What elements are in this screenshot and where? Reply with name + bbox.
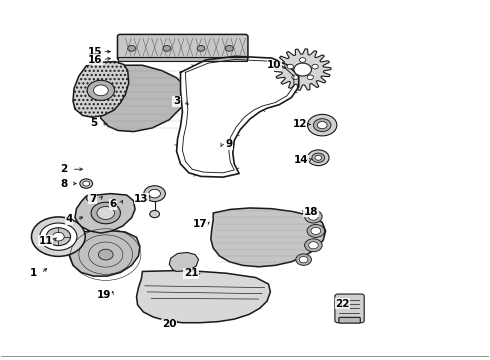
Polygon shape (169, 252, 198, 271)
Circle shape (305, 239, 322, 252)
Circle shape (163, 45, 171, 51)
Circle shape (52, 232, 64, 241)
Circle shape (309, 213, 318, 220)
FancyBboxPatch shape (339, 318, 360, 323)
Circle shape (149, 189, 160, 198)
Circle shape (314, 119, 331, 132)
Polygon shape (176, 56, 299, 177)
Text: 7: 7 (89, 194, 96, 204)
Text: 17: 17 (193, 219, 207, 229)
Circle shape (91, 202, 121, 224)
Circle shape (94, 85, 108, 96)
Text: 22: 22 (336, 299, 350, 309)
Circle shape (307, 75, 314, 80)
Text: 6: 6 (109, 199, 117, 210)
Circle shape (294, 63, 312, 76)
Circle shape (97, 207, 115, 220)
Circle shape (225, 45, 233, 51)
Circle shape (307, 225, 325, 237)
Text: 19: 19 (97, 291, 111, 301)
FancyBboxPatch shape (118, 35, 248, 60)
Polygon shape (73, 62, 129, 117)
Circle shape (311, 228, 320, 234)
Polygon shape (98, 65, 186, 132)
Circle shape (299, 58, 306, 62)
Circle shape (315, 155, 322, 160)
Text: 16: 16 (88, 54, 102, 64)
Text: 21: 21 (184, 268, 198, 278)
Circle shape (197, 45, 205, 51)
Circle shape (128, 45, 136, 51)
Polygon shape (274, 49, 331, 90)
Circle shape (83, 181, 90, 186)
Circle shape (144, 186, 165, 202)
Circle shape (46, 228, 71, 246)
Text: 10: 10 (267, 60, 282, 70)
Text: 3: 3 (173, 96, 180, 106)
Circle shape (296, 254, 312, 265)
Text: 13: 13 (134, 194, 148, 204)
Circle shape (150, 211, 159, 218)
Text: 1: 1 (30, 268, 38, 278)
Circle shape (98, 249, 113, 260)
Text: 8: 8 (61, 179, 68, 189)
Circle shape (287, 64, 294, 69)
Circle shape (40, 223, 77, 250)
Text: 18: 18 (304, 207, 318, 217)
Circle shape (308, 150, 329, 166)
Circle shape (31, 217, 85, 256)
Circle shape (312, 64, 318, 69)
Circle shape (309, 242, 318, 249)
Text: 5: 5 (90, 118, 97, 128)
Polygon shape (75, 194, 135, 233)
Circle shape (305, 210, 322, 223)
FancyBboxPatch shape (118, 57, 247, 61)
Text: 2: 2 (61, 164, 68, 174)
Polygon shape (69, 230, 140, 276)
Text: 20: 20 (162, 319, 176, 329)
Circle shape (86, 194, 96, 202)
FancyBboxPatch shape (335, 294, 364, 323)
Circle shape (299, 256, 308, 263)
Text: 12: 12 (293, 120, 307, 129)
Circle shape (312, 153, 325, 162)
Circle shape (87, 80, 115, 100)
Text: 11: 11 (38, 236, 53, 246)
Polygon shape (137, 270, 270, 323)
Circle shape (80, 179, 93, 188)
Text: 9: 9 (226, 139, 233, 149)
Text: 14: 14 (294, 155, 309, 165)
Text: 15: 15 (88, 46, 102, 57)
Text: 4: 4 (65, 215, 73, 224)
Circle shape (318, 122, 327, 129)
Circle shape (292, 75, 298, 80)
Polygon shape (211, 208, 326, 267)
Circle shape (308, 114, 337, 136)
